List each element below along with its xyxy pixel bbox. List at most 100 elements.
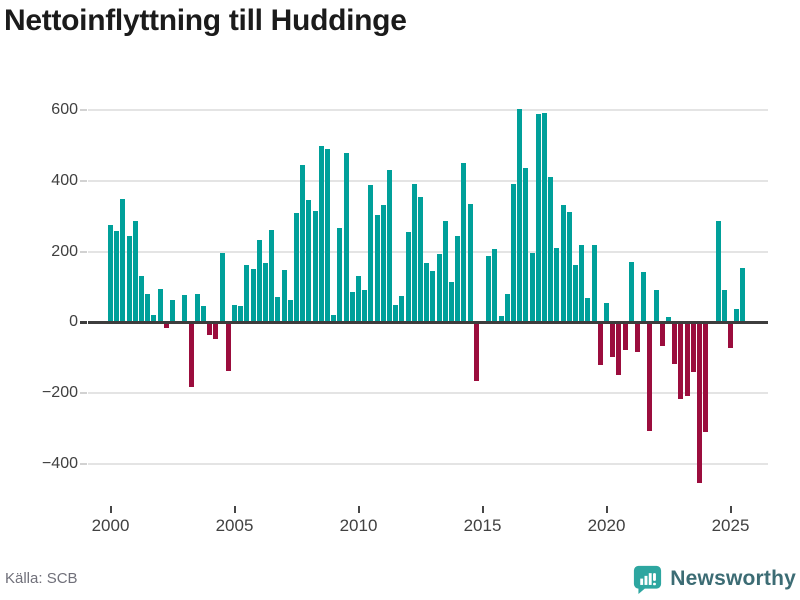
bar-positive — [312, 210, 318, 323]
bar-positive — [666, 316, 671, 323]
bar-positive — [579, 244, 585, 323]
bar-positive — [436, 254, 442, 323]
bar-positive — [139, 276, 144, 323]
y-gridline — [88, 462, 768, 465]
bar-positive — [442, 220, 448, 323]
x-axis-tick-mark — [481, 506, 484, 513]
bar-negative — [610, 322, 616, 357]
y-axis-tick-mark — [80, 462, 87, 465]
bar-positive — [393, 304, 399, 323]
bar-positive — [380, 204, 386, 323]
plot-area: 600 400 200 0 −200 −400 2000 2005 2010 2015 2020 20… — [41, 101, 768, 535]
bar-positive — [715, 221, 721, 323]
y-axis-tick-label: −200 — [41, 384, 78, 401]
bar-negative — [678, 322, 684, 399]
bar-positive — [734, 308, 740, 323]
bar-positive — [554, 248, 560, 323]
y-gridline — [88, 179, 768, 182]
bar-negative — [616, 322, 622, 376]
bar-positive — [132, 221, 138, 323]
bar-positive — [418, 196, 423, 323]
x-axis-tick-mark — [729, 506, 732, 513]
x-axis-tick-mark — [233, 506, 236, 513]
bar-positive — [504, 294, 510, 323]
bar-negative — [684, 322, 690, 396]
source-caption: Källa: SCB — [5, 570, 78, 587]
y-gridline — [88, 250, 768, 253]
bar-positive — [387, 169, 392, 323]
newsworthy-logo-icon — [634, 565, 662, 594]
bar-positive — [498, 316, 504, 323]
y-axis-tick-mark — [80, 392, 87, 394]
newsworthy-wordmark: Newsworthy — [670, 567, 796, 590]
bar-positive — [287, 300, 293, 323]
y-gridline — [88, 392, 768, 394]
bar-positive — [405, 231, 411, 323]
bar-positive — [560, 204, 566, 323]
bar-negative — [597, 322, 603, 366]
bar-positive — [120, 198, 126, 323]
bar-positive — [300, 164, 306, 323]
x-axis-tick-label: 2005 — [215, 516, 254, 535]
y-axis-tick-label: 400 — [51, 171, 78, 189]
bar-negative — [163, 322, 169, 328]
bar-positive — [585, 297, 591, 323]
bar-positive — [492, 249, 498, 323]
bar-positive — [461, 162, 467, 323]
bar-positive — [424, 262, 430, 323]
bar-positive — [294, 212, 299, 323]
y-axis-tick-mark — [80, 179, 87, 182]
bar-positive — [740, 267, 746, 323]
bar-positive — [343, 152, 349, 323]
bar-positive — [275, 297, 281, 323]
bar-positive — [573, 264, 578, 323]
x-axis-tick-mark — [109, 506, 112, 513]
bar-positive — [721, 289, 727, 323]
bar-positive — [628, 261, 634, 323]
bar-positive — [263, 262, 268, 323]
bar-positive — [151, 314, 157, 323]
zero-axis-line — [88, 320, 768, 324]
bar-negative — [690, 322, 696, 373]
bar-positive — [542, 113, 547, 323]
bar-positive — [170, 300, 175, 323]
bar-positive — [517, 109, 523, 323]
bar-positive — [108, 225, 113, 323]
bar-positive — [604, 302, 609, 323]
y-axis-tick-mark — [80, 109, 87, 112]
bar-positive — [201, 306, 206, 323]
bar-positive — [281, 269, 287, 323]
bar-positive — [219, 253, 225, 323]
bar-positive — [114, 230, 120, 323]
bar-negative — [672, 322, 678, 364]
bar-negative — [635, 322, 640, 352]
bar-positive — [467, 203, 473, 323]
y-axis-tick-label: 0 — [69, 313, 78, 331]
bar-positive — [362, 290, 368, 323]
bar-positive — [368, 185, 374, 323]
bar-negative — [622, 322, 628, 351]
bar-positive — [511, 183, 516, 323]
bar-positive — [356, 275, 361, 323]
bar-positive — [325, 149, 330, 323]
y-axis-tick-mark — [80, 320, 87, 324]
y-axis-tick-label: −400 — [41, 454, 78, 472]
bar-positive — [548, 177, 554, 323]
bar-positive — [256, 240, 262, 323]
x-axis-tick-label: 2015 — [463, 516, 502, 535]
bar-negative — [647, 322, 653, 432]
bar-positive — [529, 253, 535, 323]
bar-positive — [411, 183, 417, 323]
x-axis-tick-mark — [357, 506, 360, 513]
bar-positive — [455, 236, 461, 323]
bar-positive — [238, 306, 244, 323]
bar-negative — [473, 322, 479, 382]
bar-positive — [641, 272, 647, 323]
bar-negative — [659, 322, 665, 346]
x-axis-tick-mark — [605, 506, 608, 513]
newsworthy-logo[interactable]: Newsworthy — [633, 562, 796, 596]
bar-positive — [194, 294, 200, 323]
bar-negative — [728, 322, 733, 349]
bar-negative — [225, 322, 231, 372]
bar-positive — [250, 269, 256, 323]
